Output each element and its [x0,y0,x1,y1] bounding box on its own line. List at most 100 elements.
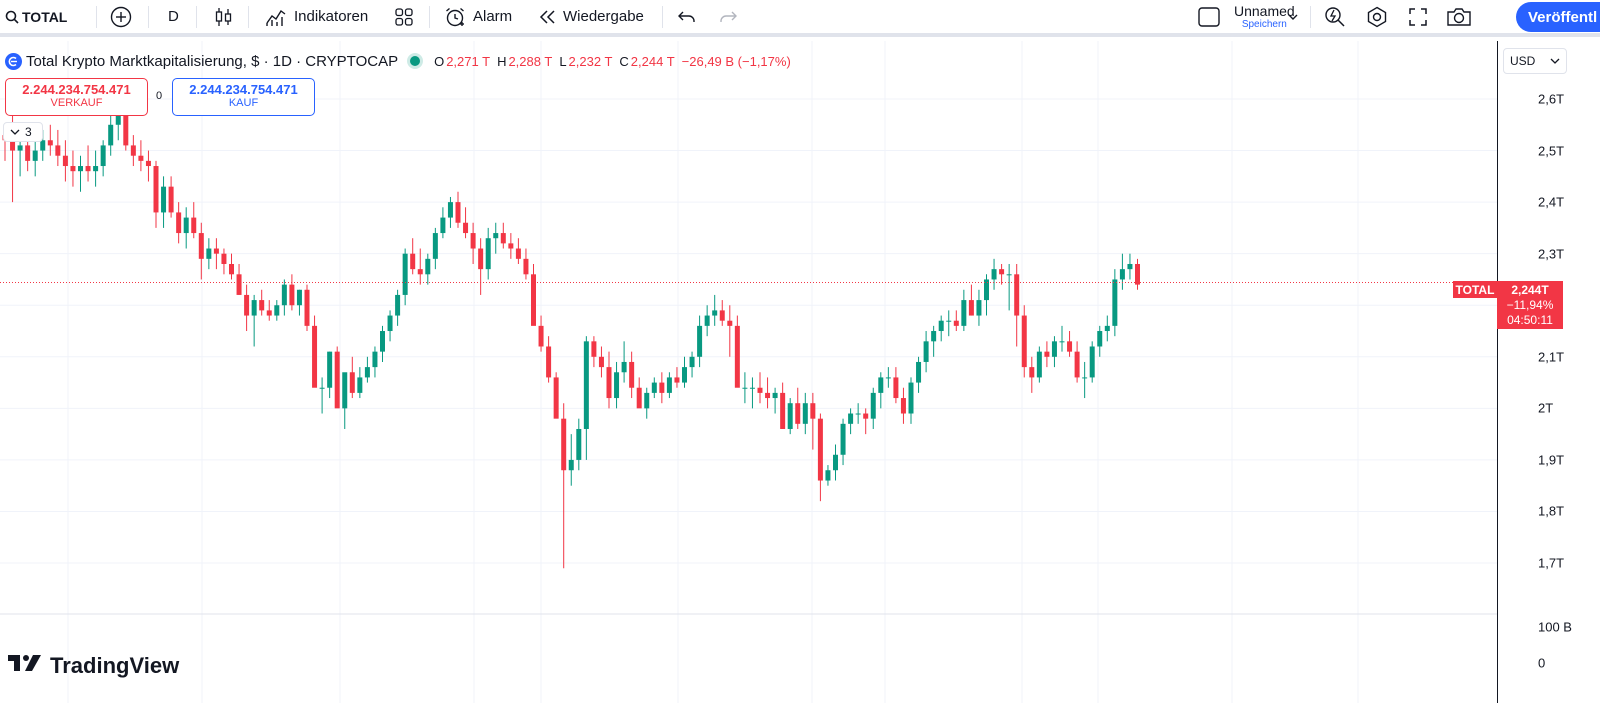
candle-body [968,300,974,316]
open-value: 2,271 T [446,53,491,69]
candle-body [583,341,589,429]
candle-body [689,356,695,368]
currency-select[interactable]: USD [1503,48,1567,74]
candle-body [251,300,257,316]
candle-body [266,310,272,316]
candle-body [742,387,748,389]
candle-body [1006,274,1012,276]
compare-symbol-button[interactable] [110,0,132,33]
candle-body [395,294,401,316]
interval-button[interactable]: D [168,0,179,33]
price-tick-label: 1,7T [1538,555,1565,571]
publish-button[interactable]: Veröffentl [1516,2,1600,32]
bar-countdown: 04:50:11 [1507,313,1553,327]
close-value: 2,244 T [630,53,675,69]
toolbar-divider [429,6,430,28]
redo-button[interactable] [718,0,738,33]
candle-body [259,300,265,311]
candle-body [485,238,491,270]
fullscreen-button[interactable] [1408,0,1428,33]
indicators-button[interactable]: Indikatoren [265,0,368,33]
candle-body [1021,315,1027,368]
candle-body [976,300,982,316]
candle-body [138,155,144,161]
tradingview-brand[interactable]: TradingView [8,653,179,679]
price-scale[interactable] [1497,41,1600,703]
candle-body [651,382,657,393]
candle-body [1082,377,1088,379]
open-label: O [434,53,445,69]
candle-body [1127,263,1133,270]
candle-body [961,300,967,326]
market-status-icon[interactable] [410,56,421,66]
volume-tick-label: 0 [1538,655,1546,671]
candle-body [515,248,521,259]
replay-button[interactable]: Wiedergabe [538,0,644,33]
price-tick-label: 2,6T [1538,91,1565,107]
candle-body [749,387,755,389]
candle-body [878,377,884,393]
candle-body [561,418,567,471]
price-tick-label: 1,8T [1538,503,1565,519]
candle-body [855,413,861,415]
candle-body [70,166,76,172]
candle-body [719,310,725,321]
candle-body [734,325,740,388]
candle-body [364,367,370,378]
candle-body [357,377,363,393]
candle-body [229,263,234,275]
candle-body [772,392,778,399]
sell-button[interactable]: 2.244.234.754.471 VERKAUF [5,78,148,116]
symbol-title[interactable]: Total Krypto Marktkapitalisierung, $ · 1… [26,52,399,70]
candle-body [62,155,68,167]
symbol-search-button[interactable]: TOTAL [5,0,67,33]
save-layout-button[interactable]: Unnamed Speichern [1234,3,1295,31]
candle-body [153,166,159,213]
candle-body [289,284,295,306]
alarm-clock-icon [444,6,466,28]
candlestick-chart[interactable] [0,41,1528,703]
buy-label: KAUF [228,97,259,110]
layout-menu-button[interactable] [1287,0,1299,33]
candle-body [183,217,189,234]
candle-body [145,160,151,167]
candle-body [10,140,16,151]
candle-body [682,367,687,383]
quick-search-button[interactable] [1324,0,1346,33]
candle-body [1059,341,1065,343]
candle-body [870,392,876,419]
snapshot-button[interactable] [1446,0,1472,33]
candle-body [432,233,438,259]
layout-name: Unnamed [1234,3,1295,19]
high-label: H [497,53,507,69]
layout-templates-button[interactable] [394,0,414,33]
indicators-collapse-button[interactable]: 3 [3,122,43,142]
candle-body [598,356,604,368]
candle-body [780,392,786,429]
candle-body [93,166,99,172]
candle-body [863,413,869,419]
candle-body [606,367,612,399]
settings-button[interactable] [1366,0,1388,33]
cryptocap-logo-icon [5,52,22,70]
toolbar-divider [662,6,663,28]
candle-body [900,398,906,414]
candle-body [312,325,318,388]
alert-button[interactable]: Alarm [444,0,512,33]
low-label: L [559,53,567,69]
gear-icon [1366,6,1388,28]
candle-body [795,403,801,424]
candle-body [1104,325,1110,332]
chart-type-button[interactable] [214,0,234,33]
change-percent: −11,94% [1506,298,1554,312]
price-tick-label: 2,1T [1538,349,1565,365]
chevron-down-icon [1550,54,1560,68]
sell-price: 2.244.234.754.471 [22,82,131,97]
toolbar-divider [96,6,97,28]
chart-pane[interactable] [0,41,1528,703]
layout-select-button[interactable] [1197,0,1221,33]
buy-button[interactable]: 2.244.234.754.471 KAUF [172,78,315,116]
undo-button[interactable] [677,0,697,33]
camera-icon [1446,6,1472,28]
candle-body [553,377,559,419]
